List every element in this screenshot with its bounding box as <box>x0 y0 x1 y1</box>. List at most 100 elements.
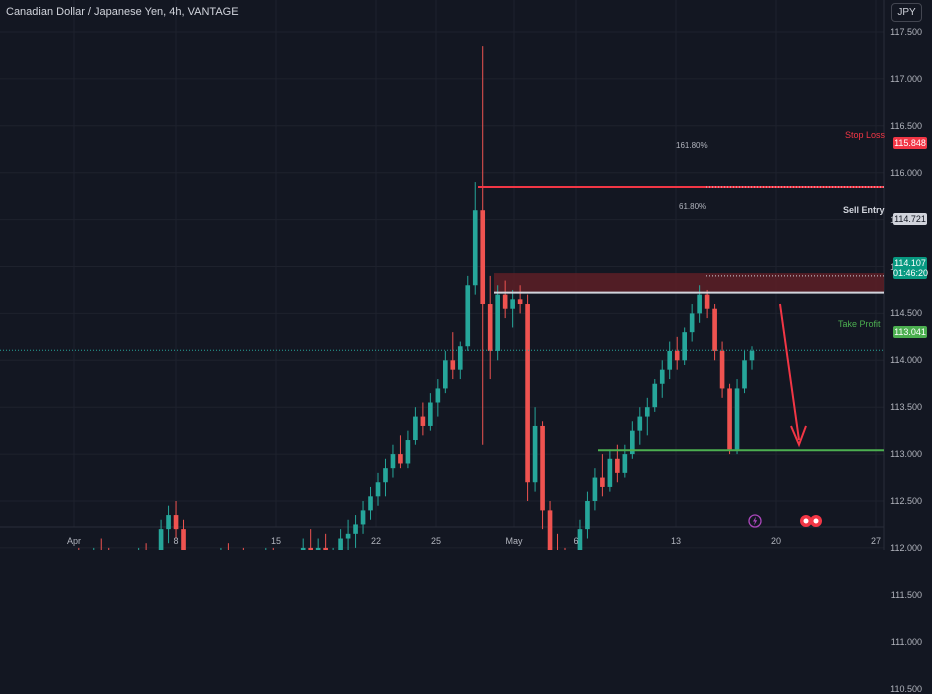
candle-body <box>345 533 351 539</box>
candle-body <box>525 304 530 483</box>
symbol-title: Canadian Dollar / Japanese Yen, 4h, VANT… <box>6 6 239 18</box>
candle-body <box>323 547 328 550</box>
candle-body <box>644 407 650 417</box>
time-tick-label: 22 <box>370 536 382 546</box>
sell-entry-zone <box>494 273 884 293</box>
candle-body <box>615 458 620 473</box>
price-tick-label: 113.500 <box>890 402 922 413</box>
price-tick-label: 111.000 <box>890 636 922 647</box>
sell-zone <box>494 273 884 293</box>
take-profit-label: Take Profit <box>838 319 881 329</box>
price-chart[interactable] <box>0 0 932 550</box>
candle-body <box>749 350 755 361</box>
price-tick-label: 110.500 <box>890 683 922 694</box>
candle-body <box>420 416 426 426</box>
price-tick-label: 117.000 <box>890 73 922 84</box>
candle-body <box>652 383 658 408</box>
price-tick-label: 113.000 <box>890 449 922 460</box>
candle-body <box>674 350 680 361</box>
sell-entry-label: Sell Entry <box>843 205 885 215</box>
candle-body <box>600 477 605 487</box>
candle-body <box>637 416 643 431</box>
events-icon[interactable] <box>799 514 823 528</box>
candle-body <box>390 454 396 469</box>
time-tick-label: 6 <box>573 536 579 546</box>
candle-body <box>719 350 725 389</box>
price-tick-label: 111.500 <box>890 589 922 600</box>
time-tick-label: 20 <box>770 536 782 546</box>
candle-body <box>435 388 441 403</box>
time-tick-label: May <box>505 536 523 546</box>
candle-body <box>734 388 740 450</box>
candle-body <box>697 294 702 314</box>
time-tick-label: 27 <box>870 536 882 546</box>
target-arrow-head <box>790 425 807 448</box>
time-tick-label: Apr <box>66 536 82 546</box>
candle-body <box>727 388 732 450</box>
current-price-tag: 114.107 01:46:20 <box>893 257 928 279</box>
candle-body <box>577 529 583 550</box>
time-tick-label: 13 <box>670 536 682 546</box>
stop-loss-price-tag: 115.848 <box>893 137 927 149</box>
time-tick-label: 25 <box>430 536 442 546</box>
candle-body <box>375 482 381 497</box>
candle-body <box>742 360 747 389</box>
candle-body <box>682 332 687 361</box>
target-arrow-line <box>779 303 800 441</box>
candle-body <box>338 538 343 550</box>
candle-body <box>443 360 448 389</box>
candle-body <box>166 515 171 530</box>
candle-body <box>502 294 508 309</box>
candles-group <box>78 46 755 550</box>
candle-body <box>315 547 321 550</box>
price-tick-label: 114.500 <box>890 308 922 319</box>
candle-body <box>540 425 545 511</box>
candle-body <box>368 496 373 511</box>
levels-group <box>0 185 884 452</box>
candle-body <box>181 529 186 550</box>
candle-body <box>532 425 538 483</box>
candle-body <box>405 440 411 464</box>
candle-body <box>667 350 673 370</box>
candle-body <box>487 304 493 351</box>
candle-body <box>659 369 665 384</box>
candle-body <box>360 510 366 525</box>
current-price: 114.107 <box>894 258 926 268</box>
candle-body <box>300 547 306 550</box>
time-tick-label: 15 <box>270 536 282 546</box>
candle-body <box>547 510 553 550</box>
candle-body <box>428 402 433 426</box>
sell-entry-fib-label: 61.80% <box>679 202 707 211</box>
price-tick-label: 116.500 <box>890 120 922 131</box>
lightning-icon[interactable] <box>748 514 762 528</box>
candle-body <box>704 294 710 309</box>
candle-body <box>173 515 179 530</box>
candle-body <box>495 294 500 351</box>
chart-grid <box>0 0 884 549</box>
candle-body <box>472 210 478 286</box>
currency-button[interactable]: JPY <box>891 3 922 22</box>
candle-body <box>413 416 418 441</box>
candle-body <box>712 308 717 351</box>
price-tick-label: 114.000 <box>890 355 922 366</box>
stop-loss-fib-label: 161.80% <box>676 141 708 150</box>
candle-body <box>517 299 523 305</box>
time-tick-label: 8 <box>173 536 179 546</box>
candle-body <box>622 454 628 473</box>
candle-body <box>158 529 164 550</box>
candle-body <box>308 547 313 550</box>
stop-loss-label: Stop Loss <box>845 130 886 140</box>
candle-body <box>585 501 590 530</box>
candle-body <box>353 524 358 534</box>
candle-body <box>457 346 463 370</box>
price-tick-label: 116.000 <box>890 167 922 178</box>
candle-body <box>607 458 613 487</box>
price-tick-label: 112.500 <box>890 496 922 506</box>
candle-body <box>398 454 403 464</box>
candle-body <box>689 313 695 333</box>
candle-body <box>383 468 388 483</box>
price-tick-label: 117.500 <box>890 27 922 37</box>
candle-body <box>480 210 486 305</box>
sell-entry-price-tag: 114.721 <box>893 213 927 225</box>
candle-body <box>592 477 598 501</box>
